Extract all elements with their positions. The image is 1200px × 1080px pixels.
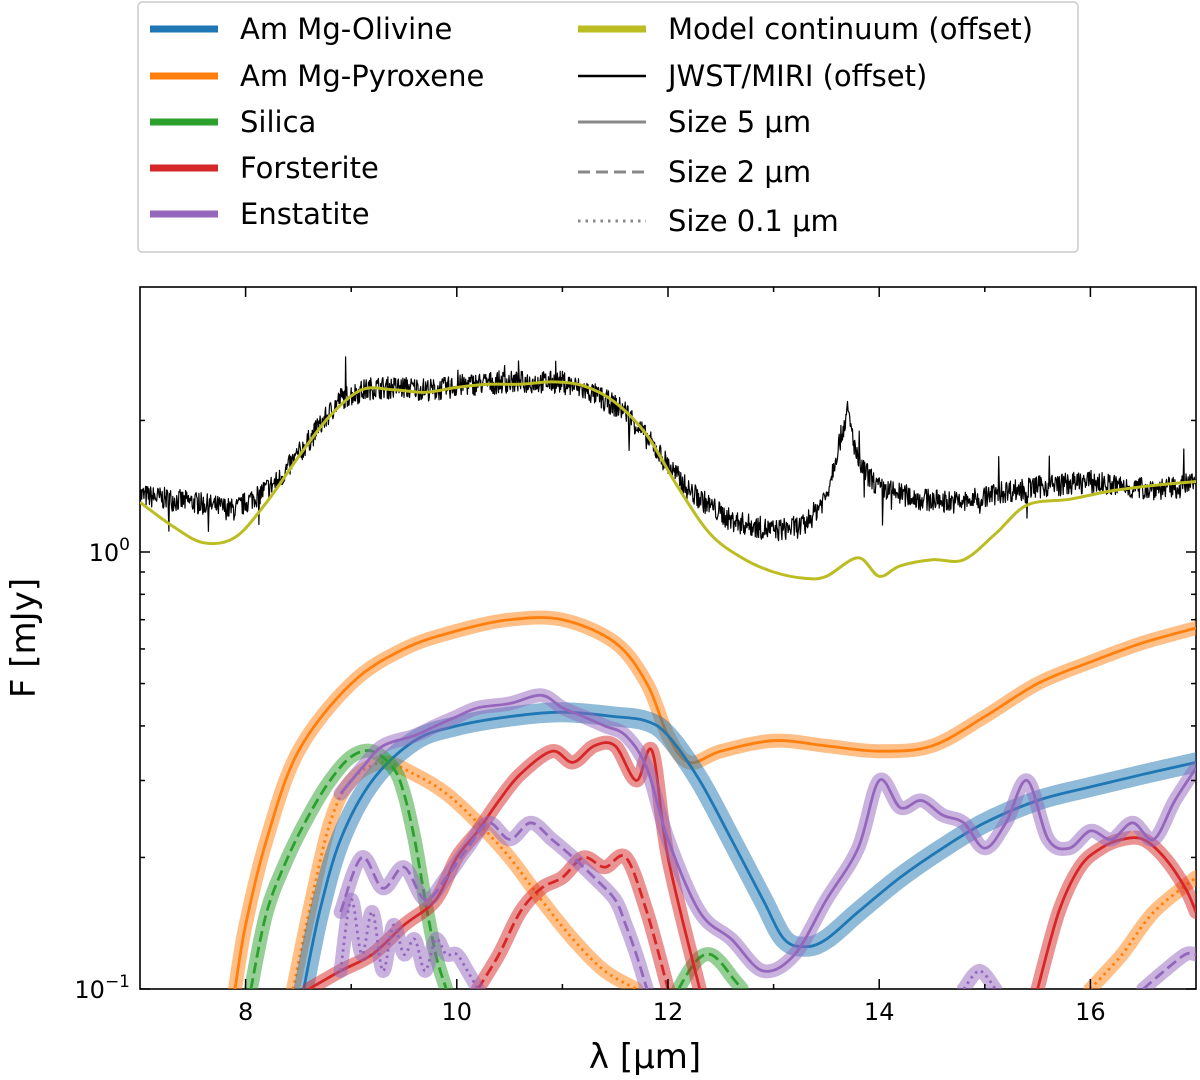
- series-am-mg-olivine-5: [302, 710, 1196, 989]
- legend-label-2: Silica: [240, 105, 316, 139]
- series-enstatite-14: [1142, 951, 1196, 989]
- band-enstatite-15: [956, 963, 1003, 989]
- legend: Am Mg-Olivine Am Mg-Pyroxene Silica Forster…: [137, 1, 1079, 253]
- x-tick-label-2: 12: [653, 998, 684, 1026]
- series-layer: [140, 356, 1196, 989]
- legend-label-7: Size 5 μm: [668, 105, 811, 139]
- legend-box: [137, 1, 1079, 253]
- series-am-mg-pyroxene-4: [1089, 876, 1196, 989]
- series-am-mg-pyroxene-3: [291, 760, 637, 989]
- x-tick-label-0: 8: [238, 998, 253, 1026]
- legend-label-3: Forsterite: [240, 151, 379, 185]
- series-enstatite-11: [339, 693, 1196, 973]
- y-tick-label-0: 100: [89, 535, 130, 567]
- legend-label-5: Model continuum (offset): [668, 12, 1033, 46]
- series-model-continuum-offset--1: [140, 380, 1196, 581]
- legend-label-1: Am Mg-Pyroxene: [240, 59, 484, 93]
- y-axis-label: F [mJy]: [4, 578, 44, 698]
- series-jwst-miri: [140, 356, 1196, 542]
- x-tick-label-1: 10: [442, 998, 473, 1026]
- legend-label-0: Am Mg-Olivine: [240, 12, 452, 46]
- x-axis-label: λ [μm]: [589, 1037, 701, 1077]
- y-tick-label-1: 10−1: [74, 972, 130, 1004]
- axes-layer: 8 10 12 14 16 100 10−1: [74, 287, 1196, 1026]
- x-tick-label-4: 16: [1075, 998, 1106, 1026]
- band-am-mg-pyroxene-4: [1083, 870, 1196, 989]
- series-enstatite-12: [339, 821, 649, 989]
- legend-label-6: JWST/MIRI (offset): [666, 59, 927, 93]
- legend-label-4: Enstatite: [240, 197, 370, 231]
- legend-label-9: Size 0.1 μm: [668, 204, 839, 238]
- series-enstatite-13: [339, 898, 480, 989]
- x-tick-label-3: 14: [864, 998, 895, 1026]
- legend-label-8: Size 2 μm: [668, 155, 811, 189]
